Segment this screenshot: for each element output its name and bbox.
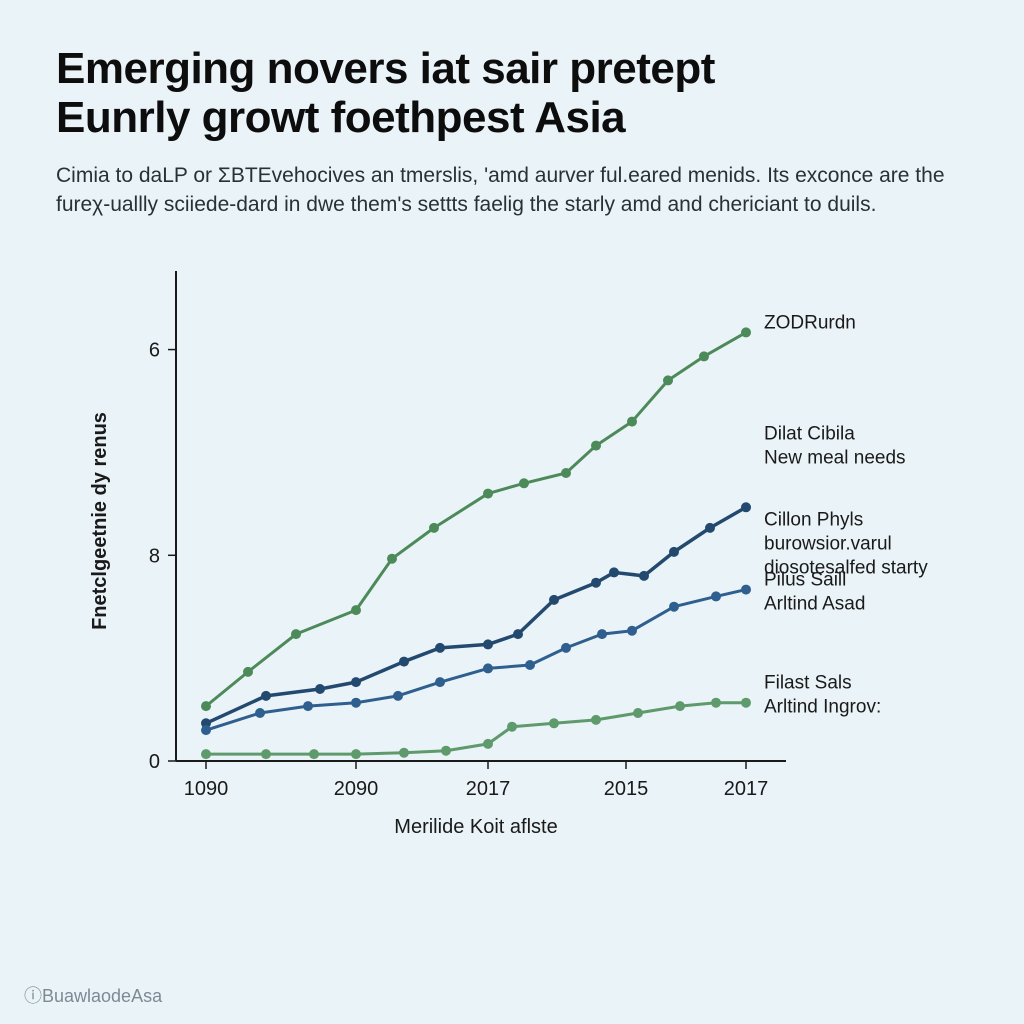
series-marker-s1 — [351, 605, 361, 615]
series-marker-s4 — [675, 701, 685, 711]
series-label-s2: burowsior.varul — [764, 534, 892, 555]
series-marker-s4 — [591, 715, 601, 725]
series-marker-s1 — [741, 328, 751, 338]
series-marker-s1 — [387, 554, 397, 564]
series-line-s1 — [206, 333, 746, 707]
series-marker-s1 — [627, 417, 637, 427]
chart-container: 0 8 6 1090 2090 2017 2015 2017 Fnetclgeetnie dy … — [56, 241, 966, 881]
series-marker-s2 — [609, 568, 619, 578]
series-marker-s3 — [741, 585, 751, 595]
series-marker-s1 — [663, 376, 673, 386]
series-marker-s2 — [639, 571, 649, 581]
series-marker-s1 — [699, 352, 709, 362]
series-marker-s4 — [741, 698, 751, 708]
series-marker-s2 — [705, 523, 715, 533]
series-marker-s3 — [561, 643, 571, 653]
series-marker-s2 — [351, 677, 361, 687]
series-marker-s4 — [711, 698, 721, 708]
series-marker-s4 — [201, 749, 211, 759]
ytick-label: 6 — [149, 340, 160, 362]
series-marker-s3 — [435, 677, 445, 687]
series-marker-s2 — [549, 595, 559, 605]
series-marker-s1 — [591, 441, 601, 451]
series-marker-s2 — [513, 629, 523, 639]
ytick-label: 0 — [149, 751, 160, 773]
series-marker-s1 — [291, 629, 301, 639]
series-marker-s3 — [201, 725, 211, 735]
series-marker-s1 — [483, 489, 493, 499]
series-marker-s1 — [429, 523, 439, 533]
series-marker-s1 — [561, 468, 571, 478]
xtick-label: 2017 — [724, 778, 769, 800]
x-axis-label: Merilide Koit aflste — [394, 816, 557, 838]
y-axis-label: Fnetclgeetnie dy renus — [89, 412, 111, 630]
series-marker-s2 — [669, 547, 679, 557]
series-marker-s2 — [483, 640, 493, 650]
series-marker-s3 — [255, 708, 265, 718]
series-marker-s3 — [393, 691, 403, 701]
xtick-label: 2017 — [466, 778, 511, 800]
series-marker-s4 — [441, 746, 451, 756]
series-marker-s3 — [483, 664, 493, 674]
series-marker-s2 — [399, 657, 409, 667]
series-marker-s4 — [507, 722, 517, 732]
title-line-1: Emerging novers iat sair pretept — [56, 44, 715, 93]
series-label-s3: Pilus Saill — [764, 570, 846, 591]
series-marker-s3 — [669, 602, 679, 612]
xtick-label: 1090 — [184, 778, 229, 800]
series-marker-s3 — [627, 626, 637, 636]
series-marker-s3 — [303, 701, 313, 711]
page-root: Emerging novers iat sair pretept Eunrly … — [0, 0, 1024, 1024]
chart-source: ⓘBuawlaodeAsa — [24, 982, 162, 1008]
series-label-s4: Filast Sals — [764, 673, 852, 694]
xtick-label: 2090 — [334, 778, 379, 800]
series-label-s1: ZODRurdn — [764, 313, 856, 334]
series-marker-s1 — [519, 479, 529, 489]
series-marker-s3 — [351, 698, 361, 708]
series-marker-s2 — [435, 643, 445, 653]
series-marker-s3 — [597, 629, 607, 639]
chart-subtitle: Cimia to daLP or ΣBTEvehocives an tmersl… — [56, 161, 956, 220]
series-marker-s4 — [309, 749, 319, 759]
series-label-s2: New meal needs — [764, 448, 906, 469]
series-marker-s4 — [399, 748, 409, 758]
series-label-s2: Cillon Phyls — [764, 510, 863, 531]
title-line-2: Eunrly growt foethpest Asia — [56, 93, 625, 142]
series-marker-s4 — [549, 719, 559, 729]
series-marker-s3 — [711, 592, 721, 602]
series-marker-s2 — [261, 691, 271, 701]
series-line-s2 — [206, 508, 746, 724]
series-marker-s4 — [633, 708, 643, 718]
line-chart: 0 8 6 1090 2090 2017 2015 2017 Fnetclgeetnie dy … — [56, 241, 966, 881]
series-marker-s4 — [483, 739, 493, 749]
series-label-s4: Arltind Ingrov: — [764, 697, 881, 718]
series-marker-s4 — [351, 749, 361, 759]
xtick-label: 2015 — [604, 778, 649, 800]
series-marker-s1 — [201, 701, 211, 711]
series-marker-s2 — [741, 503, 751, 513]
series-marker-s1 — [243, 667, 253, 677]
series-label-s2: Dilat Cibila — [764, 424, 855, 445]
chart-title: Emerging novers iat sair pretept Eunrly … — [56, 44, 968, 143]
series-label-s3: Arltind Asad — [764, 594, 865, 615]
ytick-label: 8 — [149, 546, 160, 568]
series-marker-s3 — [525, 660, 535, 670]
series-marker-s2 — [315, 684, 325, 694]
series-marker-s4 — [261, 749, 271, 759]
series-marker-s2 — [591, 578, 601, 588]
